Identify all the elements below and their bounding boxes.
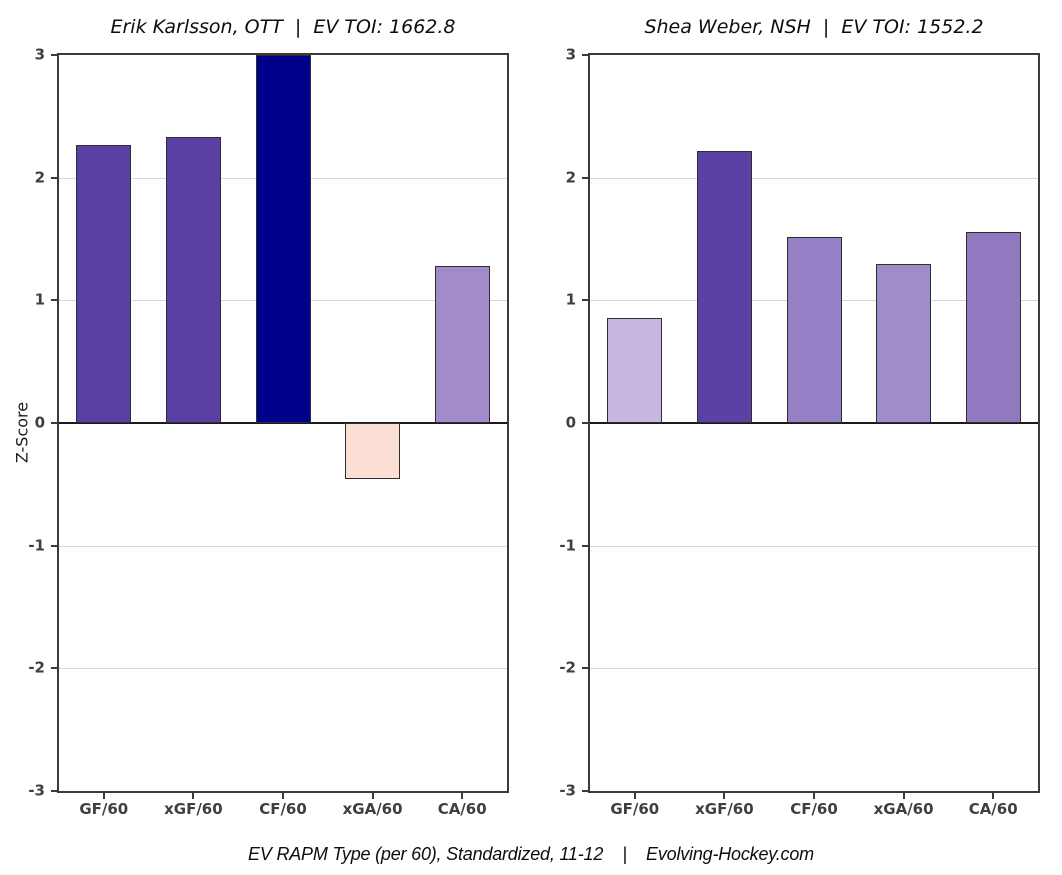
chart-title-weber: Shea Weber, NSH | EV TOI: 1552.2: [644, 16, 984, 38]
x-tick-mark: [902, 793, 905, 799]
chart-panel-karlsson: Erik Karlsson, OTT | EV TOI: 1662.8 Z-Sc…: [0, 0, 531, 820]
figure-caption: EV RAPM Type (per 60), Standardized, 11-…: [248, 844, 814, 864]
y-tick-mark: [582, 422, 588, 424]
plot-area-weber: [588, 53, 1040, 793]
x-tick-label-xga-60: xGA/60: [873, 800, 934, 818]
y-tick-label: 2: [565, 168, 576, 187]
zero-line: [59, 422, 507, 424]
bar-cf-60: [255, 55, 311, 423]
y-tick-mark: [51, 54, 57, 56]
x-tick-mark: [461, 793, 464, 799]
x-tick-label-xgf-60: xGF/60: [164, 800, 223, 818]
y-tick-label: 3: [565, 45, 576, 64]
y-tick-mark: [582, 790, 588, 792]
y-tick-label: 1: [34, 290, 45, 309]
x-tick-label-ca-60: CA/60: [437, 800, 487, 818]
y-tick-label: -3: [28, 781, 45, 800]
x-tick-mark: [282, 793, 284, 799]
gridline: [590, 545, 1038, 547]
y-axis-label: Z-Score: [12, 401, 32, 464]
y-tick-label: -3: [559, 781, 576, 800]
y-tick-mark: [51, 422, 57, 424]
x-tick-label-cf-60: CF/60: [790, 800, 838, 818]
y-tick-mark: [51, 176, 57, 179]
y-tick-mark: [51, 667, 57, 670]
x-tick-mark: [633, 793, 636, 799]
y-tick-label: -1: [559, 536, 576, 555]
chart-panel-weber: Shea Weber, NSH | EV TOI: 1552.2 3 2 1 0 -1 -…: [531, 0, 1062, 820]
y-tick-label: 0: [565, 413, 576, 432]
bar-gf-60: [607, 317, 663, 423]
x-tick-mark: [813, 793, 815, 799]
y-tick-label: -2: [559, 658, 576, 677]
y-tick-mark: [582, 176, 588, 179]
chart-title-karlsson: Erik Karlsson, OTT | EV TOI: 1662.8: [110, 16, 456, 38]
x-tick-label-xgf-60: xGF/60: [695, 800, 754, 818]
y-tick-label: 2: [34, 168, 45, 187]
x-tick-label-ca-60: CA/60: [968, 800, 1018, 818]
x-tick-mark: [723, 793, 726, 799]
y-tick-label: 1: [565, 290, 576, 309]
bar-xga-60: [876, 263, 932, 423]
gridline: [59, 545, 507, 547]
gridline: [59, 668, 507, 670]
y-tick-mark: [51, 299, 57, 302]
bar-ca-60: [965, 231, 1021, 423]
bar-gf-60: [76, 144, 132, 423]
zero-line: [590, 422, 1038, 424]
x-tick-mark: [371, 793, 374, 799]
x-tick-label-gf-60: GF/60: [79, 800, 129, 818]
x-tick-label-gf-60: GF/60: [610, 800, 660, 818]
bar-xgf-60: [696, 150, 752, 423]
x-tick-mark: [192, 793, 195, 799]
y-tick-label: -1: [28, 536, 45, 555]
x-tick-mark: [992, 793, 995, 799]
y-tick-mark: [51, 790, 57, 792]
bar-xgf-60: [165, 137, 221, 423]
y-tick-mark: [582, 299, 588, 302]
y-tick-label: 0: [34, 413, 45, 432]
plot-area-karlsson: [57, 53, 509, 793]
gridline: [590, 668, 1038, 670]
bar-ca-60: [434, 265, 490, 423]
x-tick-label-xga-60: xGA/60: [342, 800, 403, 818]
bar-cf-60: [786, 236, 842, 423]
x-tick-label-cf-60: CF/60: [259, 800, 307, 818]
y-tick-mark: [582, 54, 588, 56]
y-tick-mark: [51, 544, 57, 547]
x-tick-mark: [102, 793, 105, 799]
y-tick-label: -2: [28, 658, 45, 677]
gridline: [590, 177, 1038, 179]
bar-xga-60: [345, 423, 401, 480]
y-tick-mark: [582, 544, 588, 547]
y-tick-mark: [582, 667, 588, 670]
y-tick-label: 3: [34, 45, 45, 64]
